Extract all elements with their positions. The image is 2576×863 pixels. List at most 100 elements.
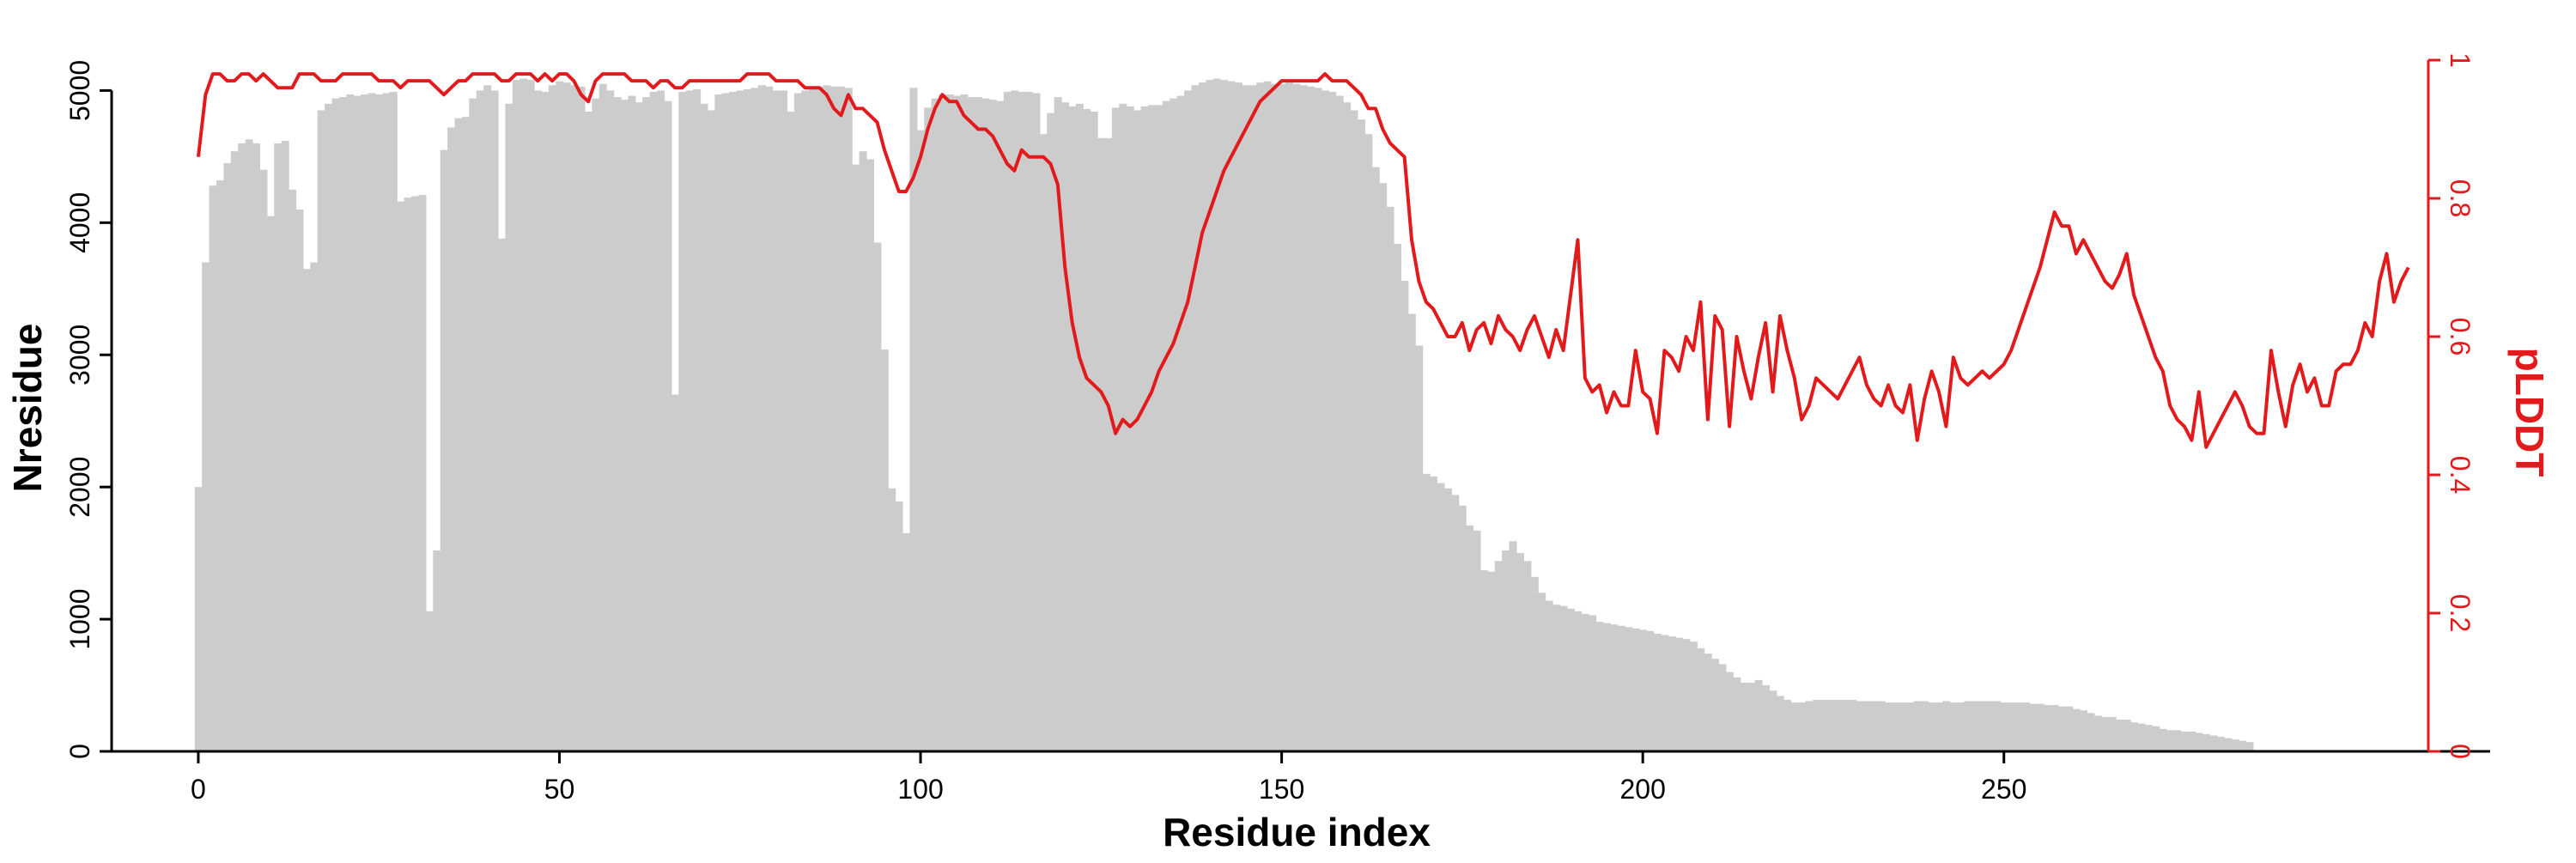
bar	[1949, 702, 1958, 751]
bar	[476, 90, 484, 751]
bar	[570, 85, 579, 752]
bar	[541, 91, 550, 751]
x-tick-label: 0	[191, 774, 206, 805]
y-axis-title: Nresidue	[5, 324, 50, 493]
bar	[1595, 622, 1604, 751]
bar	[924, 107, 933, 751]
bar	[1126, 106, 1134, 752]
bar	[772, 90, 781, 751]
bar	[1625, 627, 1633, 751]
bar	[1682, 639, 1691, 751]
bar	[1675, 637, 1684, 751]
bar	[2202, 733, 2211, 751]
bar	[1191, 85, 1200, 752]
bar	[1574, 611, 1583, 751]
bar	[2173, 730, 2182, 751]
bar	[1545, 600, 1553, 751]
bar	[2195, 732, 2203, 751]
bar	[939, 94, 947, 751]
bar	[765, 86, 774, 751]
bar	[1661, 635, 1669, 751]
bar	[2152, 726, 2160, 751]
bar	[750, 88, 759, 751]
bar	[1783, 699, 1792, 751]
bar	[1170, 98, 1178, 751]
plddt-line	[196, 72, 2410, 449]
bar	[975, 97, 983, 752]
bar	[1516, 553, 1524, 751]
bar	[325, 103, 333, 752]
bar	[389, 91, 398, 751]
bar	[816, 86, 824, 751]
bar	[1473, 530, 1481, 751]
bar	[2072, 708, 2081, 751]
bar	[2166, 730, 2174, 751]
bar	[1697, 647, 1705, 751]
bar	[1039, 134, 1048, 751]
bar	[1075, 103, 1084, 752]
bar	[2050, 705, 2059, 751]
bar	[2144, 725, 2153, 751]
bar	[2188, 731, 2196, 751]
y2-tick-label: 0.4	[2445, 456, 2476, 494]
bar	[331, 98, 340, 751]
bar	[1386, 206, 1394, 752]
bar	[873, 242, 882, 751]
bar	[2007, 702, 2015, 751]
bar	[852, 164, 860, 752]
bar	[1928, 702, 1936, 751]
bar	[2239, 740, 2247, 751]
bar	[2080, 710, 2088, 751]
y2-tick-label: 0	[2445, 744, 2476, 759]
bar	[1430, 476, 1438, 751]
bar	[1263, 81, 1272, 751]
bar	[1371, 167, 1380, 752]
bar	[1206, 80, 1214, 752]
x-tick-label: 100	[897, 774, 943, 805]
bar	[996, 100, 1005, 752]
bar	[548, 85, 556, 752]
bar	[1285, 82, 1293, 752]
bar	[317, 110, 325, 752]
bar	[1443, 488, 1452, 751]
bar	[1877, 701, 1886, 751]
bar	[1566, 608, 1575, 751]
bar	[598, 83, 607, 751]
bar	[823, 85, 831, 752]
bar	[1133, 110, 1142, 752]
bar	[440, 149, 448, 752]
bar	[780, 90, 788, 751]
bar	[1299, 85, 1308, 752]
bar	[952, 95, 961, 751]
bar	[2108, 716, 2117, 751]
bar	[1841, 699, 1850, 751]
bars-layer	[194, 78, 2254, 752]
bar	[209, 185, 217, 752]
bar	[1155, 105, 1163, 751]
bar	[2209, 735, 2218, 751]
bar	[1581, 613, 1589, 751]
bar	[368, 93, 376, 752]
bar	[1335, 95, 1344, 751]
bar	[1711, 659, 1720, 751]
bar	[1466, 525, 1474, 751]
bar	[693, 88, 702, 752]
bar	[606, 90, 615, 751]
bar	[1704, 653, 1712, 751]
bar	[1061, 102, 1070, 751]
bar	[1393, 243, 1401, 751]
y2-tick-label: 0.6	[2445, 318, 2476, 356]
bar	[1249, 85, 1257, 752]
bar	[1176, 95, 1185, 751]
bar	[1458, 505, 1467, 751]
bar	[808, 88, 817, 751]
bar	[1646, 630, 1655, 751]
bar	[2159, 728, 2167, 751]
bar	[859, 151, 867, 751]
bar	[757, 85, 766, 752]
bar	[526, 80, 535, 752]
bar	[649, 91, 658, 751]
bar	[931, 98, 939, 751]
bar	[671, 394, 679, 751]
bar	[1025, 91, 1034, 751]
